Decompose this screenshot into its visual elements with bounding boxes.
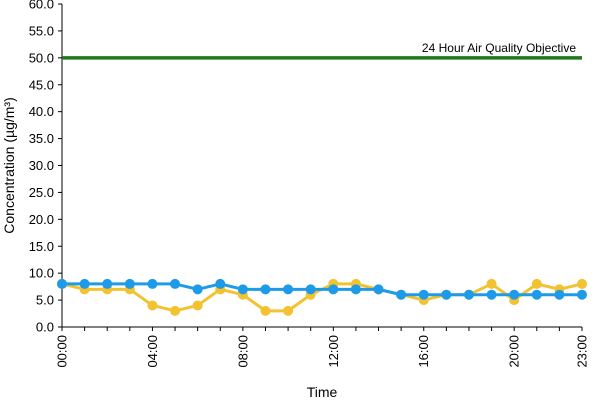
series-1-point [192,300,203,311]
y-tick-label: 15.0 [29,239,54,254]
series-1-point [531,278,542,289]
series-1-point [486,278,497,289]
x-tick-label: 12:00 [326,335,341,368]
y-axis-ticks: 0.0 5.0 10.0 15.0 20.0 25.0 30.0 35.0 40.0 45.0 50… [29,0,62,335]
series-2-point [418,289,429,300]
x-tick-label: 00:00 [55,335,70,368]
series-2-point [509,289,520,300]
y-tick-label: 10.0 [29,266,54,281]
y-axis-title: Concentration (µg/m³) [1,97,17,233]
series-1-point [147,300,158,311]
series-2-point [577,289,587,300]
x-tick-label: 20:00 [507,335,522,368]
y-tick-label: 55.0 [29,23,54,38]
series-2-point [350,284,361,295]
y-tick-label: 60.0 [29,0,54,12]
y-tick-label: 35.0 [29,131,54,146]
y-tick-label: 25.0 [29,185,54,200]
series-1-point [170,305,181,316]
y-tick-label: 5.0 [36,293,54,308]
series-2-point [147,278,158,289]
series-2-point [283,284,294,295]
series-2-point [441,289,452,300]
y-tick-label: 30.0 [29,158,54,173]
series-1-point [260,305,271,316]
series-2-point [328,284,339,295]
x-tick-label: 04:00 [145,335,160,368]
y-tick-label: 0.0 [36,320,54,335]
y-tick-label: 50.0 [29,50,54,65]
series-1-point [577,278,587,289]
series-2-point [79,278,90,289]
series-2-point [57,278,67,289]
series-2-point [463,289,474,300]
x-axis-title: Time [307,384,338,400]
x-tick-label: 16:00 [416,335,431,368]
series-group [57,278,587,316]
y-tick-label: 40.0 [29,104,54,119]
series-2-point [215,278,226,289]
series-2-point [102,278,113,289]
series-2-point [260,284,271,295]
series-2-point [531,289,542,300]
reference-line-group: 24 Hour Air Quality Objective [62,41,582,60]
x-axis-ticks: 00:00 04:00 08:00 12:00 16:00 20:00 23:00 [55,327,590,368]
air-quality-objective-label: 24 Hour Air Quality Objective [422,41,576,55]
y-tick-label: 45.0 [29,77,54,92]
x-tick-label: 23:00 [575,335,590,368]
series-2-point [396,289,407,300]
series-2-point [124,278,135,289]
series-1-point [283,305,294,316]
series-2-point [486,289,497,300]
series-2-point [192,284,203,295]
series-2-point [373,284,384,295]
series-2-point [170,278,181,289]
series-2-point [237,284,248,295]
series-2-point [305,284,316,295]
y-tick-label: 20.0 [29,212,54,227]
series-2-point [554,289,565,300]
x-tick-label: 08:00 [235,335,250,368]
